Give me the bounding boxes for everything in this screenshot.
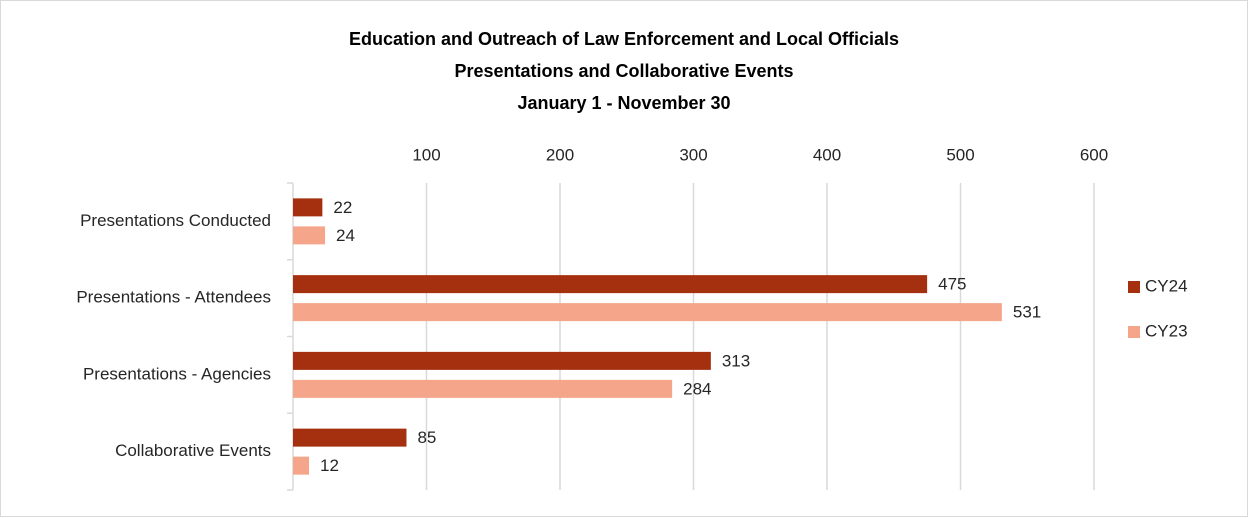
x-tick-label: 500 [946,145,974,164]
chart-subtitle: Presentations and Collaborative Events [454,61,793,81]
bar [293,379,673,398]
x-tick-label: 400 [813,145,841,164]
data-label: 531 [1013,303,1041,322]
x-tick-label: 100 [412,145,440,164]
chart-title: Education and Outreach of Law Enforcemen… [349,29,899,49]
data-label: 313 [722,351,750,370]
y-tick-label: Presentations - Agencies [83,364,271,383]
data-label: 85 [417,428,436,447]
bar [293,428,407,447]
y-tick-label: Collaborative Events [115,441,271,460]
y-tick-label: Presentations - Attendees [76,288,271,307]
y-tick-label: Presentations Conducted [80,211,271,230]
chart-subtitle: January 1 - November 30 [517,93,730,113]
x-tick-label: 600 [1080,145,1108,164]
x-tick-label: 300 [679,145,707,164]
bar [293,303,1002,322]
bar [293,198,323,217]
legend-swatch [1128,326,1140,338]
data-label: 475 [938,275,966,294]
bar [293,226,326,245]
legend-swatch [1128,281,1140,293]
bar [293,456,310,475]
bar [293,351,711,370]
x-tick-label: 200 [546,145,574,164]
legend-label: CY24 [1145,276,1188,295]
data-label: 22 [333,198,352,217]
legend-label: CY23 [1145,321,1188,340]
data-label: 12 [320,456,339,475]
data-label: 284 [683,379,711,398]
bar [293,275,928,294]
data-label: 24 [336,226,355,245]
